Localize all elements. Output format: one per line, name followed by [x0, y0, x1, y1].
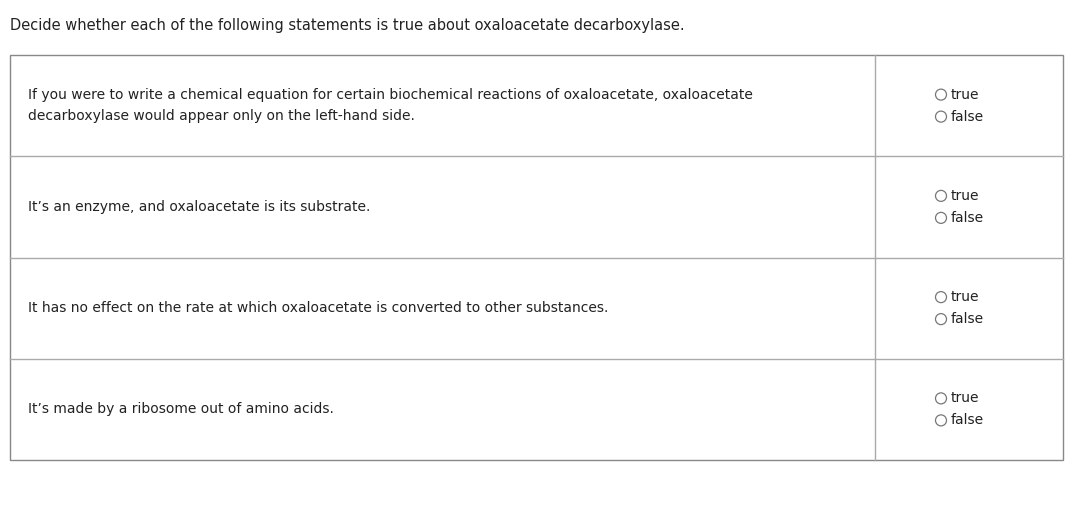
Text: If you were to write a chemical equation for certain biochemical reactions of ox: If you were to write a chemical equation…: [28, 88, 753, 123]
Text: true: true: [951, 391, 979, 405]
Text: true: true: [951, 88, 979, 102]
Text: true: true: [951, 290, 979, 304]
Ellipse shape: [936, 111, 946, 122]
Text: false: false: [951, 211, 984, 225]
Ellipse shape: [936, 191, 946, 202]
Ellipse shape: [936, 415, 946, 426]
Ellipse shape: [936, 89, 946, 100]
Ellipse shape: [936, 393, 946, 404]
Ellipse shape: [936, 313, 946, 324]
Text: true: true: [951, 189, 979, 203]
Ellipse shape: [936, 213, 946, 223]
Bar: [10, 55, 1063, 460]
Text: It’s an enzyme, and oxaloacetate is its substrate.: It’s an enzyme, and oxaloacetate is its …: [28, 200, 370, 214]
Text: false: false: [951, 413, 984, 427]
Text: false: false: [951, 312, 984, 326]
Text: Decide whether each of the following statements is true about oxaloacetate decar: Decide whether each of the following sta…: [10, 18, 685, 33]
Ellipse shape: [936, 291, 946, 302]
Text: It has no effect on the rate at which oxaloacetate is converted to other substan: It has no effect on the rate at which ox…: [28, 301, 608, 315]
Text: It’s made by a ribosome out of amino acids.: It’s made by a ribosome out of amino aci…: [28, 402, 334, 416]
Text: false: false: [951, 110, 984, 123]
